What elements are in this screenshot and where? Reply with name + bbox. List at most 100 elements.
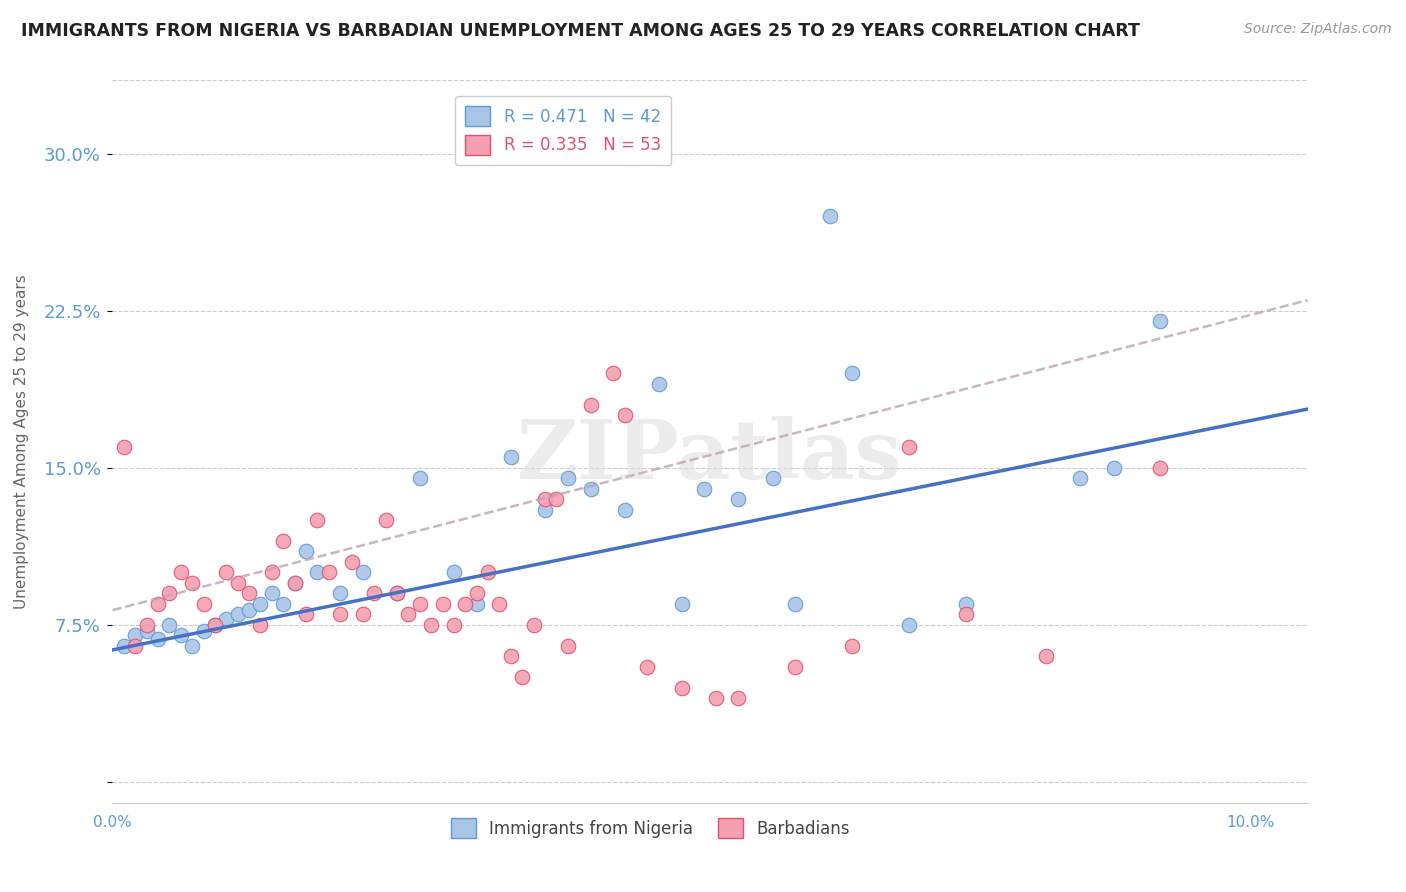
Point xyxy=(613,409,636,423)
Point xyxy=(557,471,579,485)
Point xyxy=(534,502,557,516)
Point xyxy=(374,513,396,527)
Point xyxy=(226,607,249,622)
Point xyxy=(307,513,329,527)
Point xyxy=(898,440,921,454)
Point xyxy=(157,586,180,600)
Point xyxy=(124,639,146,653)
Point xyxy=(135,624,157,638)
Point xyxy=(1035,649,1057,664)
Point xyxy=(409,597,432,611)
Point xyxy=(648,376,671,391)
Point xyxy=(693,482,716,496)
Point xyxy=(318,566,340,580)
Point xyxy=(477,566,499,580)
Point xyxy=(841,367,863,381)
Point xyxy=(510,670,533,684)
Point xyxy=(579,482,602,496)
Point xyxy=(762,471,785,485)
Point xyxy=(204,617,226,632)
Point xyxy=(284,575,307,590)
Point xyxy=(465,597,488,611)
Point xyxy=(329,586,352,600)
Point xyxy=(215,566,238,580)
Point xyxy=(112,639,135,653)
Point xyxy=(443,566,465,580)
Point xyxy=(170,628,193,642)
Point xyxy=(534,492,557,507)
Point xyxy=(898,617,921,632)
Point xyxy=(785,597,807,611)
Point xyxy=(329,607,352,622)
Point xyxy=(409,471,432,485)
Point xyxy=(193,624,215,638)
Point xyxy=(260,586,283,600)
Point xyxy=(385,586,408,600)
Point xyxy=(238,603,260,617)
Text: IMMIGRANTS FROM NIGERIA VS BARBADIAN UNEMPLOYMENT AMONG AGES 25 TO 29 YEARS CORR: IMMIGRANTS FROM NIGERIA VS BARBADIAN UNE… xyxy=(21,22,1140,40)
Point xyxy=(352,607,374,622)
Point xyxy=(170,566,193,580)
Point xyxy=(454,597,477,611)
Point xyxy=(1149,460,1171,475)
Point xyxy=(193,597,215,611)
Point xyxy=(295,607,318,622)
Point xyxy=(488,597,510,611)
Point xyxy=(146,597,169,611)
Point xyxy=(181,639,204,653)
Point xyxy=(841,639,863,653)
Legend: Immigrants from Nigeria, Barbadians: Immigrants from Nigeria, Barbadians xyxy=(444,812,856,845)
Point xyxy=(124,628,146,642)
Point xyxy=(785,659,807,673)
Point xyxy=(579,398,602,412)
Point xyxy=(465,586,488,600)
Point xyxy=(146,632,169,647)
Point xyxy=(499,649,522,664)
Point xyxy=(1102,460,1125,475)
Y-axis label: Unemployment Among Ages 25 to 29 years: Unemployment Among Ages 25 to 29 years xyxy=(14,274,30,609)
Point xyxy=(215,611,238,625)
Point xyxy=(135,617,157,632)
Point xyxy=(671,681,693,695)
Text: Source: ZipAtlas.com: Source: ZipAtlas.com xyxy=(1244,22,1392,37)
Point xyxy=(704,691,727,706)
Point xyxy=(432,597,454,611)
Point xyxy=(818,210,841,224)
Point xyxy=(181,575,204,590)
Point xyxy=(636,659,658,673)
Point xyxy=(420,617,443,632)
Point xyxy=(955,607,977,622)
Point xyxy=(385,586,408,600)
Point xyxy=(602,367,624,381)
Text: ZIPatlas: ZIPatlas xyxy=(517,416,903,496)
Point xyxy=(557,639,579,653)
Point xyxy=(523,617,546,632)
Point xyxy=(671,597,693,611)
Point xyxy=(204,617,226,632)
Point xyxy=(271,597,294,611)
Point xyxy=(1149,314,1171,328)
Point xyxy=(284,575,307,590)
Point xyxy=(112,440,135,454)
Point xyxy=(727,691,749,706)
Point xyxy=(260,566,283,580)
Point xyxy=(307,566,329,580)
Point xyxy=(546,492,568,507)
Point xyxy=(352,566,374,580)
Point xyxy=(443,617,465,632)
Point xyxy=(238,586,260,600)
Point xyxy=(340,555,363,569)
Point xyxy=(396,607,419,622)
Point xyxy=(295,544,318,558)
Point xyxy=(363,586,385,600)
Point xyxy=(249,597,271,611)
Point xyxy=(613,502,636,516)
Point xyxy=(271,534,294,549)
Point xyxy=(249,617,271,632)
Point xyxy=(226,575,249,590)
Point xyxy=(727,492,749,507)
Point xyxy=(499,450,522,465)
Point xyxy=(1069,471,1091,485)
Point xyxy=(157,617,180,632)
Point xyxy=(955,597,977,611)
